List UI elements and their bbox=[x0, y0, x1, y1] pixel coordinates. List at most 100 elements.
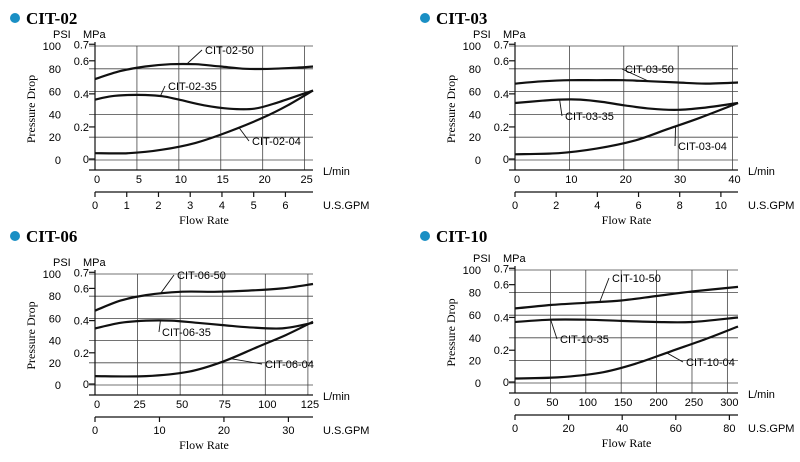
title-bullet-icon bbox=[10, 231, 20, 241]
series-label: CIT-06-35 bbox=[162, 327, 211, 339]
psi-tick-label: 80 bbox=[49, 64, 61, 76]
lmin-tick-label: 300 bbox=[720, 397, 738, 409]
series-label: CIT-10-04 bbox=[686, 357, 735, 369]
psi-tick-label: 0 bbox=[55, 380, 61, 392]
mpa-unit-label: MPa bbox=[503, 29, 527, 41]
x-axis-title: Flow Rate bbox=[179, 438, 229, 452]
lmin-tick-label: 75 bbox=[219, 399, 231, 411]
mpa-tick-label: 0.6 bbox=[494, 280, 509, 292]
gpm-tick-label: 8 bbox=[677, 200, 683, 212]
series-leader-line bbox=[160, 274, 175, 294]
gpm-tick-label: 2 bbox=[155, 200, 161, 212]
gpm-tick-label: 10 bbox=[715, 200, 727, 212]
series-label: CIT-02-04 bbox=[252, 136, 301, 148]
x-axis-title: Flow Rate bbox=[602, 213, 652, 227]
mpa-tick-label: 0 bbox=[83, 154, 89, 166]
series-label: CIT-06-50 bbox=[177, 270, 226, 282]
lmin-unit-label: L/min bbox=[748, 389, 775, 401]
mpa-tick-label: 0.4 bbox=[74, 89, 89, 101]
psi-tick-label: 100 bbox=[43, 269, 61, 281]
psi-tick-label: 60 bbox=[469, 310, 481, 322]
lmin-tick-label: 100 bbox=[579, 397, 597, 409]
y-axis-title: Pressure Drop bbox=[24, 75, 38, 143]
lmin-tick-label: 150 bbox=[614, 397, 632, 409]
lmin-tick-label: 25 bbox=[300, 174, 312, 186]
psi-tick-label: 100 bbox=[43, 41, 61, 53]
series-label: CIT-03-35 bbox=[565, 111, 614, 123]
y-axis-title: Pressure Drop bbox=[444, 298, 458, 366]
mpa-tick-label: 0 bbox=[83, 379, 89, 391]
psi-tick-label: 60 bbox=[469, 87, 481, 99]
mpa-unit-label: MPa bbox=[83, 257, 107, 269]
lmin-tick-label: 25 bbox=[133, 399, 145, 411]
lmin-tick-label: 20 bbox=[620, 174, 632, 186]
series-curve-cit-10-35 bbox=[514, 316, 739, 324]
mpa-tick-label: 0.2 bbox=[494, 122, 509, 134]
series-curve-cit-03-35 bbox=[514, 98, 739, 111]
lmin-tick-label: 20 bbox=[259, 174, 271, 186]
mpa-tick-label: 0.2 bbox=[494, 345, 509, 357]
mpa-unit-label: MPa bbox=[503, 253, 527, 265]
gpm-tick-label: 5 bbox=[251, 200, 257, 212]
lmin-tick-label: 250 bbox=[685, 397, 703, 409]
lmin-tick-label: 30 bbox=[674, 174, 686, 186]
gpm-tick-label: 3 bbox=[187, 200, 193, 212]
series-leader-line bbox=[550, 319, 558, 340]
y-axis-title: Pressure Drop bbox=[444, 75, 458, 143]
lmin-tick-label: 0 bbox=[514, 397, 520, 409]
title-bullet-icon bbox=[420, 13, 430, 23]
mpa-tick-label: 0.7 bbox=[74, 39, 89, 51]
series-leader-line bbox=[186, 49, 203, 65]
gpm-tick-label: 0 bbox=[512, 423, 518, 435]
x-axis-title: Flow Rate bbox=[179, 213, 229, 227]
lmin-tick-label: 0 bbox=[514, 174, 520, 186]
series-label: CIT-02-35 bbox=[168, 81, 217, 93]
chart-cit-10: CIT-10 PSI MPa 0 20 40 60 80 100 0 0.2 0.4 0.6 0.7 0 50… bbox=[420, 227, 794, 450]
gpm-unit-label: U.S.GPM bbox=[748, 200, 794, 212]
mpa-tick-label: 0.6 bbox=[74, 56, 89, 68]
title-bullet-icon bbox=[420, 231, 430, 241]
mpa-tick-label: 0.2 bbox=[74, 348, 89, 360]
gpm-tick-label: 40 bbox=[616, 423, 628, 435]
psi-tick-label: 40 bbox=[49, 336, 61, 348]
psi-tick-label: 100 bbox=[463, 265, 481, 277]
series-label: CIT-10-35 bbox=[560, 334, 609, 346]
psi-tick-label: 20 bbox=[469, 355, 481, 367]
psi-tick-label: 40 bbox=[49, 109, 61, 121]
lmin-tick-label: 40 bbox=[728, 174, 740, 186]
series-leader-line bbox=[158, 320, 161, 333]
psi-tick-label: 60 bbox=[49, 87, 61, 99]
series-curve-cit-06-04 bbox=[94, 320, 314, 378]
mpa-tick-label: 0.4 bbox=[494, 312, 509, 324]
gpm-tick-label: 4 bbox=[219, 200, 225, 212]
lmin-tick-label: 125 bbox=[301, 399, 319, 411]
title-bullet-icon bbox=[10, 13, 20, 23]
psi-unit-label: PSI bbox=[53, 257, 71, 269]
lmin-tick-label: 100 bbox=[258, 399, 276, 411]
mpa-tick-label: 0 bbox=[503, 377, 509, 389]
gpm-tick-label: 6 bbox=[282, 200, 288, 212]
lmin-tick-label: 0 bbox=[94, 399, 100, 411]
lmin-tick-label: 50 bbox=[546, 397, 558, 409]
psi-tick-label: 20 bbox=[49, 358, 61, 370]
gpm-tick-label: 20 bbox=[218, 425, 230, 437]
psi-tick-label: 0 bbox=[475, 378, 481, 390]
series-label: CIT-03-04 bbox=[678, 141, 727, 153]
chart-title: CIT-02 bbox=[26, 9, 77, 28]
series-leader-line bbox=[621, 68, 649, 82]
series-leader-line bbox=[559, 99, 563, 117]
mpa-tick-label: 0.6 bbox=[74, 283, 89, 295]
series-label: CIT-02-50 bbox=[205, 45, 254, 57]
psi-tick-label: 40 bbox=[469, 109, 481, 121]
series-curve-cit-06-50 bbox=[94, 282, 314, 312]
chart-title: CIT-06 bbox=[26, 227, 77, 246]
series-curve-cit-06-35 bbox=[94, 319, 314, 330]
gpm-tick-label: 6 bbox=[635, 200, 641, 212]
gpm-tick-label: 0 bbox=[512, 200, 518, 212]
mpa-tick-label: 0.7 bbox=[494, 39, 509, 51]
series-curve-cit-02-50 bbox=[94, 62, 314, 81]
